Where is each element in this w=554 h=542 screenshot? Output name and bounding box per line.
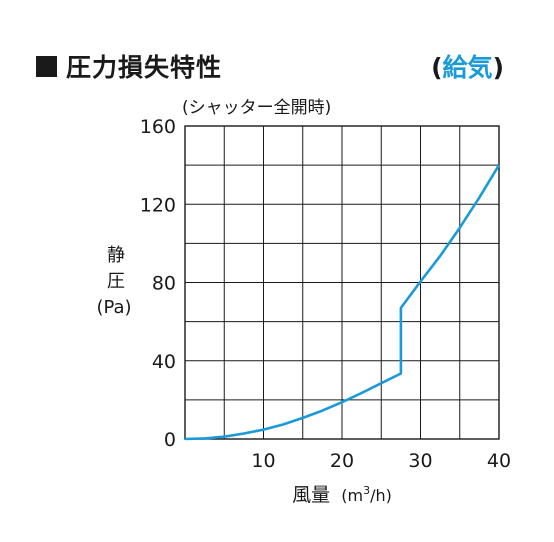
pressure-curve [184, 164, 501, 441]
y-axis-label: 静 圧 (Pa) [96, 245, 131, 318]
plot-frame [184, 125, 500, 440]
chart-annotation: (シャッター全開時) [182, 98, 331, 118]
x-tick-label: 20 [330, 450, 354, 472]
x-axis-label-unit-sup: 3 [363, 484, 370, 497]
y-axis-ticks: 0 40 80 120 160 [140, 116, 176, 451]
x-axis-label-unit-prefix: (m [341, 486, 363, 505]
y-axis-label-line-2: 圧 [107, 271, 125, 292]
y-axis-label-line-1: 静 [107, 245, 125, 266]
x-axis-label-main: 風量 [292, 484, 330, 506]
square-icon [36, 55, 57, 77]
y-axis-label-line-3: (Pa) [96, 297, 131, 318]
tag-text: 給気 [442, 53, 493, 82]
chart-grid [185, 126, 499, 439]
x-tick-label: 10 [251, 450, 275, 472]
y-tick-label: 160 [140, 116, 176, 138]
y-tick-label: 80 [152, 273, 176, 295]
x-axis-ticks: 10 20 30 40 [251, 450, 511, 472]
y-tick-label: 0 [164, 429, 176, 451]
x-tick-label: 30 [408, 450, 432, 472]
tag-close-paren: ) [492, 53, 504, 82]
x-axis-label-unit-suffix: /h) [370, 486, 392, 505]
page-title: 圧力損失特性 [66, 53, 223, 82]
y-tick-label: 40 [152, 351, 176, 373]
section-header: 圧力損失特性 [36, 48, 222, 84]
x-tick-label: 40 [487, 450, 511, 472]
tag-open-paren: ( [431, 53, 443, 82]
y-tick-label: 120 [140, 194, 176, 216]
supply-air-tag: (給気) [431, 48, 504, 84]
x-axis-label: 風量 (m3/h) [292, 484, 392, 506]
